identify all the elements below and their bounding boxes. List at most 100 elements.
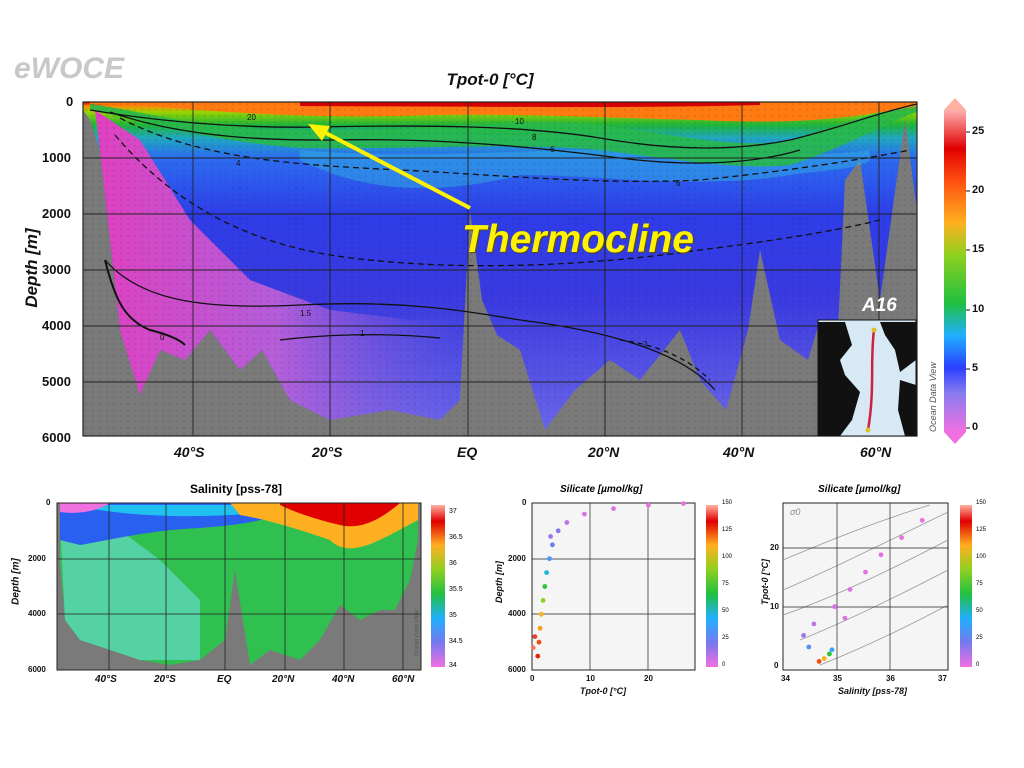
contour-label-1: 1: [360, 329, 365, 338]
inset-label-a16: A16: [862, 295, 897, 316]
sal-cbar-36.5: 36.5: [449, 534, 463, 541]
silicate-ts-point: [816, 659, 822, 664]
contour-label-10a: 20: [247, 113, 256, 122]
sil-depth-cbar-150: 150: [722, 500, 733, 506]
sil-depth-ytick-6000: 6000: [508, 665, 526, 674]
silicate-depth-point: [548, 534, 553, 539]
sil-depth-cbar-100: 100: [722, 554, 733, 560]
sil-ts-cbar-125: 125: [976, 527, 987, 533]
sil-depth-ytick-2000: 2000: [508, 554, 526, 563]
sal-ytick-0: 0: [46, 498, 51, 507]
contour-label-1.5: 1.5: [300, 309, 312, 318]
sil-depth-title: Silicate [µmol/kg]: [560, 484, 643, 495]
sal-xtick-20s: 20°S: [154, 674, 176, 685]
sil-ts-xlabel: Salinity [pss-78]: [838, 686, 908, 696]
salinity-title: Salinity [pss-78]: [190, 482, 283, 496]
contour-label-2: 2: [643, 340, 648, 349]
sil-ts-xtick-37: 37: [938, 674, 947, 683]
silicate-ts-point: [827, 651, 832, 657]
silicate-depth-point: [681, 501, 686, 506]
contour-label-0: 0: [160, 333, 165, 342]
sil-depth-ytick-4000: 4000: [508, 609, 526, 618]
silicate-depth-point: [538, 611, 544, 617]
main-ytick-1000: 1000: [42, 150, 71, 165]
main-xtick-40s: 40°S: [174, 444, 205, 460]
contour-label-8: 8: [532, 133, 537, 142]
silicate-depth-point: [550, 542, 555, 548]
silicate-depth-point: [547, 556, 552, 562]
main-cbar-5: 5: [972, 362, 979, 374]
sil-depth-cbar-75: 75: [722, 581, 729, 587]
sal-cbar-35.5: 35.5: [449, 586, 463, 593]
sal-cbar-35: 35: [449, 612, 457, 619]
silicate-depth-point: [540, 598, 546, 603]
sil-ts-cbar-100: 100: [976, 554, 987, 560]
contour-lines: [89, 103, 917, 391]
main-ytick-0: 0: [66, 94, 74, 109]
main-section-title: Tpot-0 [°C]: [446, 70, 534, 89]
thermocline-arrow: [308, 124, 471, 210]
sal-ytick-2000: 2000: [28, 554, 46, 563]
contour-label-6: 6: [550, 145, 555, 154]
sil-ts-title: Silicate [µmol/kg]: [818, 484, 901, 495]
silicate-depth-point: [611, 506, 616, 511]
contour-label-6b: 6: [676, 179, 681, 188]
main-ytick-5000: 5000: [42, 374, 71, 389]
main-xtick-40n: 40°N: [723, 444, 755, 460]
silicate-ts-point: [847, 587, 853, 592]
main-xtick-eq: EQ: [457, 444, 478, 460]
sal-xtick-eq: EQ: [217, 674, 232, 685]
silicate-ts-point: [899, 535, 904, 540]
sal-xtick-40n: 40°N: [332, 674, 355, 685]
main-cbar-25: 25: [972, 125, 985, 137]
silicate-ts-point: [863, 569, 868, 575]
silicate-depth-point: [646, 502, 651, 508]
silicate-depth-point: [544, 570, 549, 575]
silicate-depth-point: [582, 511, 587, 517]
silicate-ts-point: [829, 647, 835, 653]
main-cbar-15: 15: [972, 243, 985, 255]
sil-depth-xtick-0: 0: [530, 674, 535, 683]
silicate-ts-point: [842, 615, 848, 621]
main-cbar-10: 10: [972, 303, 985, 315]
sil-ts-ytick-10: 10: [770, 602, 779, 611]
main-colorbar: [944, 98, 970, 444]
sal-cbar-34: 34: [449, 662, 457, 669]
sil-depth-cbar-0: 0: [722, 662, 726, 668]
sal-ytick-6000: 6000: [28, 665, 46, 674]
main-ytick-4000: 4000: [42, 318, 71, 333]
main-xtick-60n: 60°N: [860, 444, 892, 460]
silicate-ts-points: [801, 517, 925, 664]
sil-ts-xtick-36: 36: [886, 674, 895, 683]
silicate-depth-point: [530, 645, 536, 651]
silicate-depth-point: [536, 639, 542, 645]
silicate-depth-point: [535, 653, 541, 659]
sil-ts-cbar-50: 50: [976, 608, 983, 614]
main-xtick-20n: 20°N: [588, 444, 620, 460]
sal-cbar-36: 36: [449, 560, 457, 567]
silicate-depth-points: [530, 501, 686, 659]
sil-depth-cbar-50: 50: [722, 608, 729, 614]
sil-ts-cbar-75: 75: [976, 581, 983, 587]
sil-ts-xtick-34: 34: [781, 674, 790, 683]
sal-xtick-40s: 40°S: [95, 674, 117, 685]
main-xtick-20s: 20°S: [312, 444, 343, 460]
sal-ytick-4000: 4000: [28, 609, 46, 618]
main-ytick-2000: 2000: [42, 206, 71, 221]
silicate-depth-point: [537, 625, 543, 631]
brand-logo-text: eWOCE: [14, 52, 125, 85]
silicate-ts-point: [821, 656, 827, 661]
main-ytick-3000: 3000: [42, 262, 71, 277]
sil-ts-cbar-0: 0: [976, 662, 980, 668]
silicate-depth-point: [564, 520, 570, 525]
sil-ts-cbar-25: 25: [976, 635, 983, 641]
sil-depth-xlabel: Tpot-0 [°C]: [580, 686, 627, 696]
sil-depth-xtick-10: 10: [586, 674, 595, 683]
sal-cbar-37: 37: [449, 508, 457, 515]
sil-depth-cbar-125: 125: [722, 527, 733, 533]
silicate-ts-point: [919, 517, 925, 523]
sil-ts-cbar-150: 150: [976, 500, 987, 506]
